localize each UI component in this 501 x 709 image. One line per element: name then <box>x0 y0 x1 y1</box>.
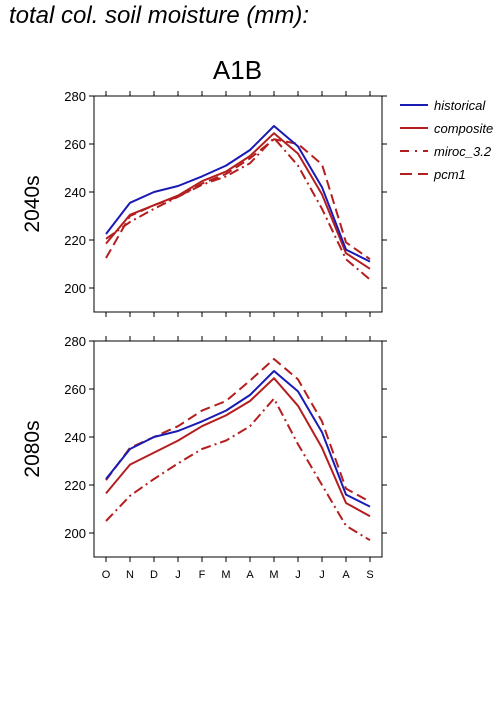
series-line-composite <box>105 132 371 270</box>
legend-label: pcm1 <box>433 167 466 182</box>
scenario-title: A1B <box>212 55 263 85</box>
series-line-pcm1 <box>105 138 371 261</box>
y-tick-label: 240 <box>64 430 86 445</box>
y-tick-label: 260 <box>64 137 86 152</box>
x-tick-label: D <box>150 569 158 581</box>
x-tick-label: J <box>295 569 301 581</box>
legend-label: historical <box>434 98 486 113</box>
chart-panels: 200 220 240 260 280 2040s 200 220 240 260 280 O N D J F… <box>21 89 387 581</box>
x-tick-label: J <box>319 569 325 581</box>
x-tick-label: F <box>199 569 206 581</box>
series-line-miroc-3-2 <box>105 397 371 542</box>
x-tick-label: A <box>342 569 350 581</box>
panel-2080s: 200 220 240 260 280 O N D J F M A M J J A S 2080s <box>21 334 387 581</box>
x-tick-label: M <box>269 569 278 581</box>
x-tick-label: O <box>102 569 111 581</box>
x-tick-label: S <box>366 569 373 581</box>
series-line-pcm1 <box>105 358 371 503</box>
x-tick-label: M <box>221 569 230 581</box>
page-title: total col. soil moisture (mm): <box>9 2 310 29</box>
row-label: 2040s <box>21 175 44 232</box>
series-line-historical <box>105 125 371 263</box>
plot-frame <box>93 95 383 313</box>
legend: historical composite miroc_3.2 pcm1 <box>400 98 493 182</box>
series-line-composite <box>105 377 371 518</box>
series-line-miroc-3-2 <box>105 137 371 281</box>
y-tick-label: 220 <box>64 233 86 248</box>
y-tick-label: 280 <box>64 334 86 349</box>
panel-2040s: 200 220 240 260 280 2040s <box>21 89 387 317</box>
y-tick-label: 200 <box>64 281 86 296</box>
y-tick-label: 240 <box>64 185 86 200</box>
legend-label: miroc_3.2 <box>434 144 492 159</box>
y-tick-label: 280 <box>64 89 86 104</box>
y-tick-label: 260 <box>64 382 86 397</box>
x-tick-label: A <box>246 569 254 581</box>
y-tick-label: 220 <box>64 478 86 493</box>
x-tick-label: N <box>126 569 134 581</box>
plot-frame <box>93 340 383 558</box>
row-label: 2080s <box>21 420 44 477</box>
x-tick-label: J <box>175 569 181 581</box>
y-tick-label: 200 <box>64 526 86 541</box>
series-line-historical <box>105 370 371 508</box>
legend-label: composite <box>434 121 493 136</box>
